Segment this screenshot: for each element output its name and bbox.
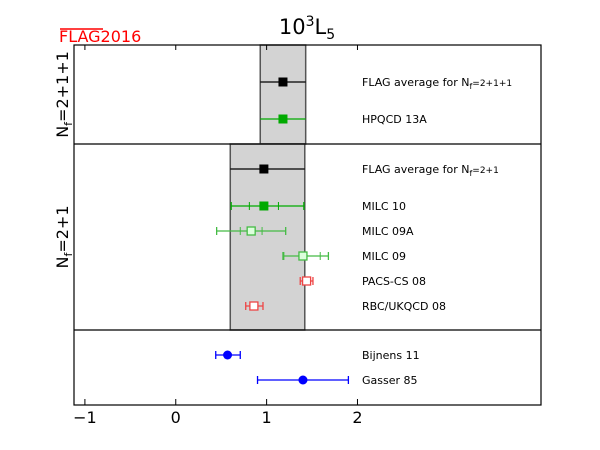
point-label: RBC/UKQCD 08	[362, 300, 446, 313]
point-label: PACS-CS 08	[362, 275, 426, 288]
marker-circle	[298, 375, 308, 385]
point-label: MILC 10	[362, 200, 406, 213]
marker-square-light	[298, 251, 308, 261]
panel-label: Nf=2+1	[53, 205, 75, 268]
marker-square	[259, 164, 269, 174]
data-point-gasser-85: Gasser 85	[256, 374, 418, 387]
data-point-rbc-ukqcd-08: RBC/UKQCD 08	[245, 300, 446, 313]
data-point-hpqcd-13a: HPQCD 13A	[260, 113, 427, 126]
x-tick-label: −1	[73, 408, 97, 427]
average-band	[259, 44, 307, 145]
data-point-flag-average-for-n: FLAG average for Nf=2+1	[230, 163, 499, 178]
marker-square-open	[249, 301, 259, 311]
marker-square	[278, 77, 288, 87]
marker-square	[259, 201, 269, 211]
chart-title: 103L5	[279, 14, 335, 43]
point-label: FLAG average for Nf=2+1+1	[362, 76, 512, 91]
x-tick-label: 1	[262, 408, 272, 427]
point-label: Bijnens 11	[362, 349, 420, 362]
marker-square-light	[246, 226, 256, 236]
data-point-milc-09: MILC 09	[282, 250, 406, 263]
x-tick-label: 0	[171, 408, 181, 427]
marker-square	[278, 114, 288, 124]
flag-logo: FLAG2016	[59, 27, 141, 46]
point-label: FLAG average for Nf=2+1	[362, 163, 499, 178]
point-label: Gasser 85	[362, 374, 418, 387]
marker-circle	[223, 350, 233, 360]
point-label: MILC 09	[362, 250, 406, 263]
marker-square-open	[301, 276, 312, 286]
data-point-pacs-cs-08: PACS-CS 08	[299, 275, 426, 288]
point-label: HPQCD 13A	[362, 113, 427, 126]
point-label: MILC 09A	[362, 225, 414, 238]
data-point-milc-10: MILC 10	[230, 200, 406, 213]
data-point-flag-average-for-n: FLAG average for Nf=2+1+1	[260, 76, 512, 91]
panel-label: Nf=2+1+1	[53, 51, 75, 138]
plot-frame	[73, 44, 542, 406]
x-tick-label: 2	[352, 408, 362, 427]
data-point-milc-09a: MILC 09A	[215, 225, 414, 238]
data-point-bijnens-11: Bijnens 11	[215, 349, 420, 362]
